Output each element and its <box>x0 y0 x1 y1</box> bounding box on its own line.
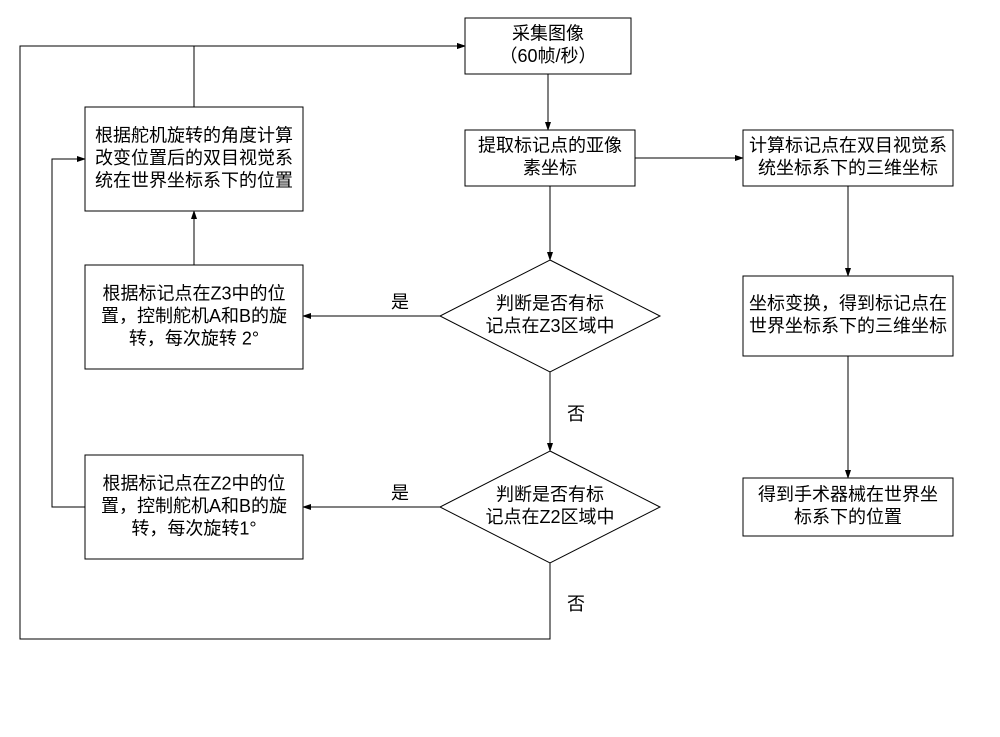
node-text: 得到手术器械在世界坐 <box>758 485 938 505</box>
edge-label: 是 <box>391 483 409 503</box>
node-text: 采集图像 <box>512 24 584 44</box>
node-text: 置，控制舵机A和B的旋 <box>101 306 287 326</box>
node-text: 素坐标 <box>523 158 577 178</box>
node-text: 改变位置后的双目视觉系 <box>95 148 293 168</box>
node-text: 坐标变换，得到标记点在 <box>749 294 947 314</box>
flow-node-n1: 采集图像（60帧/秒） <box>465 18 631 74</box>
node-text: 根据舵机旋转的角度计算 <box>95 125 293 145</box>
flow-edge <box>194 46 465 107</box>
node-text: 置，控制舵机A和B的旋 <box>101 496 287 516</box>
flow-node-n8: 根据舵机旋转的角度计算改变位置后的双目视觉系统在世界坐标系下的位置 <box>85 107 303 211</box>
node-text: 记点在Z2区域中 <box>485 507 614 527</box>
flow-node-n7: 根据标记点在Z2中的位置，控制舵机A和B的旋转，每次旋转1° <box>85 455 303 559</box>
flow-node-n4: 坐标变换，得到标记点在世界坐标系下的三维坐标 <box>743 276 953 356</box>
node-text: 世界坐标系下的三维坐标 <box>749 316 947 336</box>
node-text: 记点在Z3区域中 <box>485 316 614 336</box>
node-text: 计算标记点在双目视觉系 <box>749 136 947 156</box>
flow-edge <box>52 159 85 507</box>
node-text: 标系下的位置 <box>794 507 902 527</box>
flow-node-n6: 根据标记点在Z3中的位置，控制舵机A和B的旋转，每次旋转 2° <box>85 265 303 369</box>
node-text: 判断是否有标 <box>496 485 604 505</box>
flow-node-n3: 计算标记点在双目视觉系统坐标系下的三维坐标 <box>743 130 953 186</box>
flow-node-d1: 判断是否有标记点在Z3区域中 <box>440 260 660 372</box>
flow-node-n2: 提取标记点的亚像素坐标 <box>465 130 635 186</box>
node-text: 提取标记点的亚像 <box>478 136 622 156</box>
node-text: 统坐标系下的三维坐标 <box>758 158 938 178</box>
node-text: 统在世界坐标系下的位置 <box>95 170 293 190</box>
node-text: 转，每次旋转1° <box>131 518 256 538</box>
flow-node-d2: 判断是否有标记点在Z2区域中 <box>440 451 660 563</box>
node-text: 根据标记点在Z2中的位 <box>102 473 285 493</box>
node-text: 判断是否有标 <box>496 294 604 314</box>
edge-label: 是 <box>391 292 409 312</box>
node-text: （60帧/秒） <box>499 46 596 66</box>
flow-node-n5: 得到手术器械在世界坐标系下的位置 <box>743 478 953 536</box>
node-text: 根据标记点在Z3中的位 <box>102 283 285 303</box>
edge-label: 否 <box>567 404 585 424</box>
edge-label: 否 <box>567 594 585 614</box>
node-text: 转，每次旋转 2° <box>129 328 259 348</box>
